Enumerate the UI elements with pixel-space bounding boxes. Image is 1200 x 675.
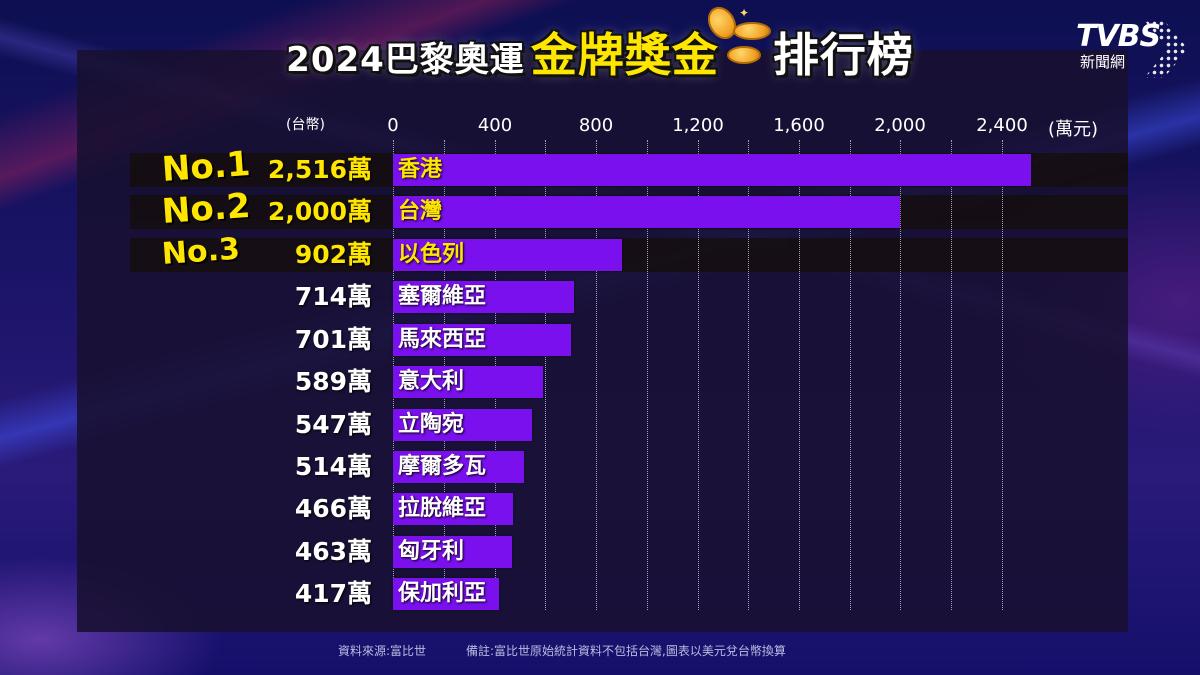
chart-row: No.2 2,000萬 台灣 — [0, 186, 1200, 232]
value-label: 417萬 — [294, 579, 372, 608]
gridline — [799, 140, 800, 610]
x-tick: 1,200 — [672, 115, 724, 136]
chart-row: 714萬 塞爾維亞 — [0, 279, 1200, 315]
gridline — [748, 140, 749, 610]
gridline — [850, 140, 851, 610]
value-label: 463萬 — [294, 537, 372, 566]
gridline — [1002, 140, 1003, 610]
highlight-band-3 — [130, 238, 1128, 272]
x-tick: 1,600 — [773, 115, 825, 136]
rank-label: No.2 — [160, 185, 252, 232]
value-label: 514萬 — [294, 452, 372, 481]
country-label: 塞爾維亞 — [398, 284, 487, 309]
country-label: 拉脫維亞 — [398, 496, 487, 521]
title-highlight: 金牌獎金 — [530, 28, 719, 82]
x-tick: 0 — [387, 115, 399, 136]
logo-subtitle: 新聞網 — [1080, 53, 1126, 71]
rank-label: No.1 — [160, 143, 252, 190]
x-tick: 2,000 — [874, 115, 926, 136]
x-tick: 800 — [578, 115, 614, 136]
country-label: 摩爾多瓦 — [398, 454, 487, 479]
country-label: 香港 — [398, 157, 443, 182]
country-label: 匈牙利 — [398, 539, 465, 564]
chart-row: No.3 902萬 以色列 — [0, 232, 1200, 273]
chart-row: 463萬 匈牙利 — [0, 534, 1200, 570]
bar — [393, 154, 1031, 186]
x-unit-label: (萬元) — [1047, 119, 1099, 140]
value-label: 714萬 — [294, 282, 372, 311]
chart-row: 547萬 立陶宛 — [0, 407, 1200, 443]
bar — [393, 324, 571, 356]
country-label: 台灣 — [398, 199, 443, 224]
gold-coins-icon: ✦ — [702, 1, 775, 64]
currency-label: (台幣) — [286, 117, 325, 133]
country-label: 馬來西亞 — [398, 327, 487, 352]
country-label: 立陶宛 — [398, 412, 465, 437]
bar — [393, 451, 524, 483]
chart-row: 589萬 意大利 — [0, 364, 1200, 400]
title-event: 2024巴黎奧運 — [286, 40, 525, 80]
chart-row: No.1 2,516萬 香港 — [0, 144, 1200, 190]
value-label: 466萬 — [294, 494, 372, 523]
bar — [393, 196, 900, 228]
gridline — [951, 140, 952, 610]
value-label: 2,000萬 — [267, 197, 372, 226]
logo-brand: TVBS — [1076, 19, 1161, 54]
source-note: 資料來源:富比世 — [338, 644, 427, 658]
bar — [393, 366, 543, 398]
footnote: 備註:富比世原始統計資料不包括台灣,圖表以美元兌台幣換算 — [466, 644, 786, 658]
bar — [393, 578, 499, 610]
bar — [393, 281, 574, 313]
title-ranking: 排行榜 — [772, 28, 914, 82]
gridline — [647, 140, 648, 610]
value-label: 2,516萬 — [267, 155, 372, 184]
gridline — [596, 140, 597, 610]
x-tick: 400 — [477, 115, 513, 136]
gridline — [900, 140, 901, 610]
country-label: 意大利 — [398, 369, 465, 394]
gridline — [545, 140, 546, 610]
chart-row: 417萬 保加利亞 — [0, 576, 1200, 612]
bar — [393, 493, 513, 525]
bar — [393, 536, 512, 568]
bar — [393, 239, 622, 271]
sparkle-icon: ✦ — [739, 6, 750, 20]
country-label: 保加利亞 — [398, 581, 487, 606]
x-tick: 2,400 — [976, 115, 1028, 136]
chart-row: 466萬 拉脫維亞 — [0, 491, 1200, 527]
bar — [393, 409, 532, 441]
chart-panel — [77, 50, 1128, 632]
value-label: 701萬 — [294, 325, 372, 354]
country-label: 以色列 — [398, 242, 465, 267]
gridline — [698, 140, 699, 610]
tvbs-logo: TVBS 新聞網 — [1076, 19, 1188, 82]
rank-label: No.3 — [160, 231, 241, 272]
value-label: 902萬 — [294, 240, 372, 269]
value-label: 589萬 — [294, 367, 372, 396]
chart-row: 514萬 摩爾多瓦 — [0, 449, 1200, 485]
chart-row: 701萬 馬來西亞 — [0, 322, 1200, 358]
page-title: 2024巴黎奧運 金牌獎金 排行榜 — [0, 20, 1200, 90]
value-label: 547萬 — [294, 410, 372, 439]
